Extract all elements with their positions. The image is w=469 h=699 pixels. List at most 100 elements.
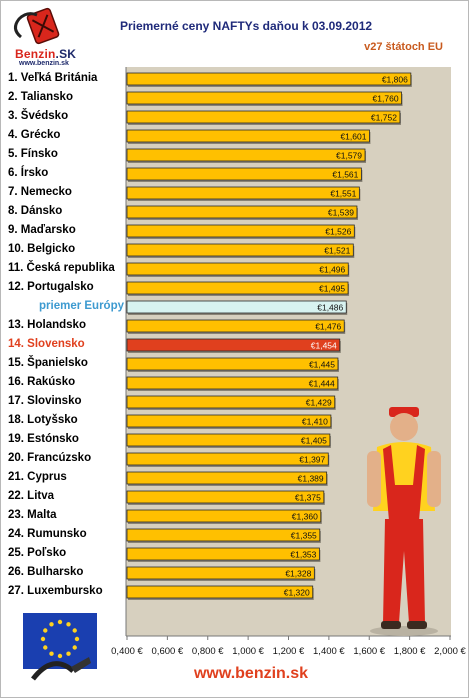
- bar-value-label: €1,353: [290, 550, 316, 560]
- bar: [126, 585, 314, 599]
- bar: [126, 490, 325, 504]
- benzin-logo: [14, 7, 60, 45]
- bar: [126, 509, 322, 523]
- bar: [126, 566, 315, 580]
- fuel-can-icon: [14, 7, 60, 45]
- category-label: 3. Švédsko: [8, 110, 69, 122]
- bar-value-label: €1,360: [292, 512, 318, 522]
- category-label: 21. Cyprus: [8, 471, 67, 483]
- category-label: 4. Grécko: [8, 129, 61, 141]
- mascot-illustration: [367, 407, 441, 636]
- bar: [126, 224, 355, 238]
- category-label: 7. Nemecko: [8, 186, 72, 198]
- bar: [126, 72, 412, 86]
- star-icon: [49, 651, 54, 656]
- star-icon: [72, 645, 77, 650]
- category-label: 9. Maďarsko: [8, 224, 76, 236]
- star-icon: [49, 622, 54, 627]
- star-icon: [74, 636, 80, 642]
- bar-value-label: €1,495: [319, 284, 345, 294]
- category-label: 25. Poľsko: [8, 547, 67, 559]
- bar: [126, 452, 329, 466]
- bar-value-label: €1,752: [371, 113, 397, 123]
- bar: [126, 376, 339, 390]
- bar: [126, 186, 360, 200]
- category-label: 14. Slovensko: [8, 338, 85, 350]
- category-label: 24. Rumunsko: [8, 528, 87, 540]
- star-icon: [57, 619, 63, 625]
- bar-value-label: €1,760: [373, 94, 399, 104]
- bar: [126, 528, 321, 542]
- category-label: 12. Portugalsko: [8, 281, 94, 293]
- bar-value-label: €1,389: [298, 474, 324, 484]
- bar: [126, 148, 366, 162]
- eu-flag-image: [23, 613, 97, 681]
- bar: [126, 547, 320, 561]
- logo-url: www.benzin.sk: [19, 60, 69, 67]
- category-label: 1. Veľká Británia: [8, 72, 98, 84]
- bar-value-label: €1,486: [317, 303, 343, 313]
- chart-title: Priemerné ceny NAFTYs daňou k 03.09.2012: [119, 19, 373, 33]
- bar: [126, 414, 332, 428]
- category-label: 20. Francúzsko: [8, 452, 92, 464]
- category-label: 11. Česká republika: [8, 262, 115, 274]
- bar-value-label: €1,410: [302, 417, 328, 427]
- category-label: 18. Lotyšsko: [8, 414, 78, 426]
- bar-value-label: €1,320: [284, 588, 310, 598]
- category-label: 23. Malta: [8, 509, 57, 521]
- star-icon: [72, 628, 77, 633]
- category-label: 15. Španielsko: [8, 357, 88, 369]
- bar: [126, 357, 339, 371]
- category-label: 26. Bulharsko: [8, 566, 84, 578]
- category-label: 13. Holandsko: [8, 319, 86, 331]
- bar-value-label: €1,328: [285, 569, 311, 579]
- x-tick-label: 2,000 €: [434, 646, 466, 657]
- category-label: 19. Estónsko: [8, 433, 79, 445]
- bar: [126, 471, 328, 485]
- bar-value-label: €1,476: [315, 322, 341, 332]
- category-label: 5. Fínsko: [8, 148, 58, 160]
- category-label: 16. Rakúsko: [8, 376, 76, 388]
- x-tick-label: 1,600 €: [353, 646, 385, 657]
- bar: [126, 205, 358, 219]
- bar: [126, 281, 349, 295]
- bar-value-label: €1,496: [319, 265, 345, 275]
- bar-value-label: €1,375: [295, 493, 321, 503]
- bar-value-label: €1,539: [328, 208, 354, 218]
- bar-value-label: €1,355: [291, 531, 317, 541]
- bar-value-label: €1,454: [311, 341, 337, 351]
- x-tick-label: 0,800 €: [192, 646, 224, 657]
- bar-value-label: €1,429: [306, 398, 332, 408]
- bar-value-label: €1,551: [330, 189, 356, 199]
- bar: [126, 262, 349, 276]
- category-label: 27. Luxembursko: [8, 585, 103, 597]
- x-tick-label: 0,600 €: [152, 646, 184, 657]
- category-label: priemer Európy: [39, 300, 124, 312]
- category-label: 22. Litva: [8, 490, 55, 502]
- star-icon: [57, 653, 63, 659]
- category-label: 17. Slovinsko: [8, 395, 82, 407]
- bar: [126, 338, 341, 352]
- logo-wordmark: Benzin.SK: [15, 47, 77, 61]
- bar-value-label: €1,521: [324, 246, 350, 256]
- bar-value-label: €1,444: [309, 379, 335, 389]
- x-tick-label: 1,800 €: [394, 646, 426, 657]
- star-icon: [66, 651, 71, 656]
- bar-value-label: €1,806: [382, 75, 408, 85]
- chart-subtitle: v27 štátoch EU: [364, 41, 443, 53]
- bar: [126, 433, 331, 447]
- star-icon: [66, 622, 71, 627]
- bar: [126, 300, 347, 314]
- bar-value-label: €1,397: [299, 455, 325, 465]
- star-icon: [43, 645, 48, 650]
- x-tick-label: 1,400 €: [313, 646, 345, 657]
- bar-value-label: €1,526: [325, 227, 351, 237]
- bar: [126, 319, 345, 333]
- bar: [126, 395, 336, 409]
- x-tick-label: 1,200 €: [273, 646, 305, 657]
- category-label: 6. Írsko: [8, 167, 49, 179]
- bar: [126, 129, 370, 143]
- star-icon: [40, 636, 46, 642]
